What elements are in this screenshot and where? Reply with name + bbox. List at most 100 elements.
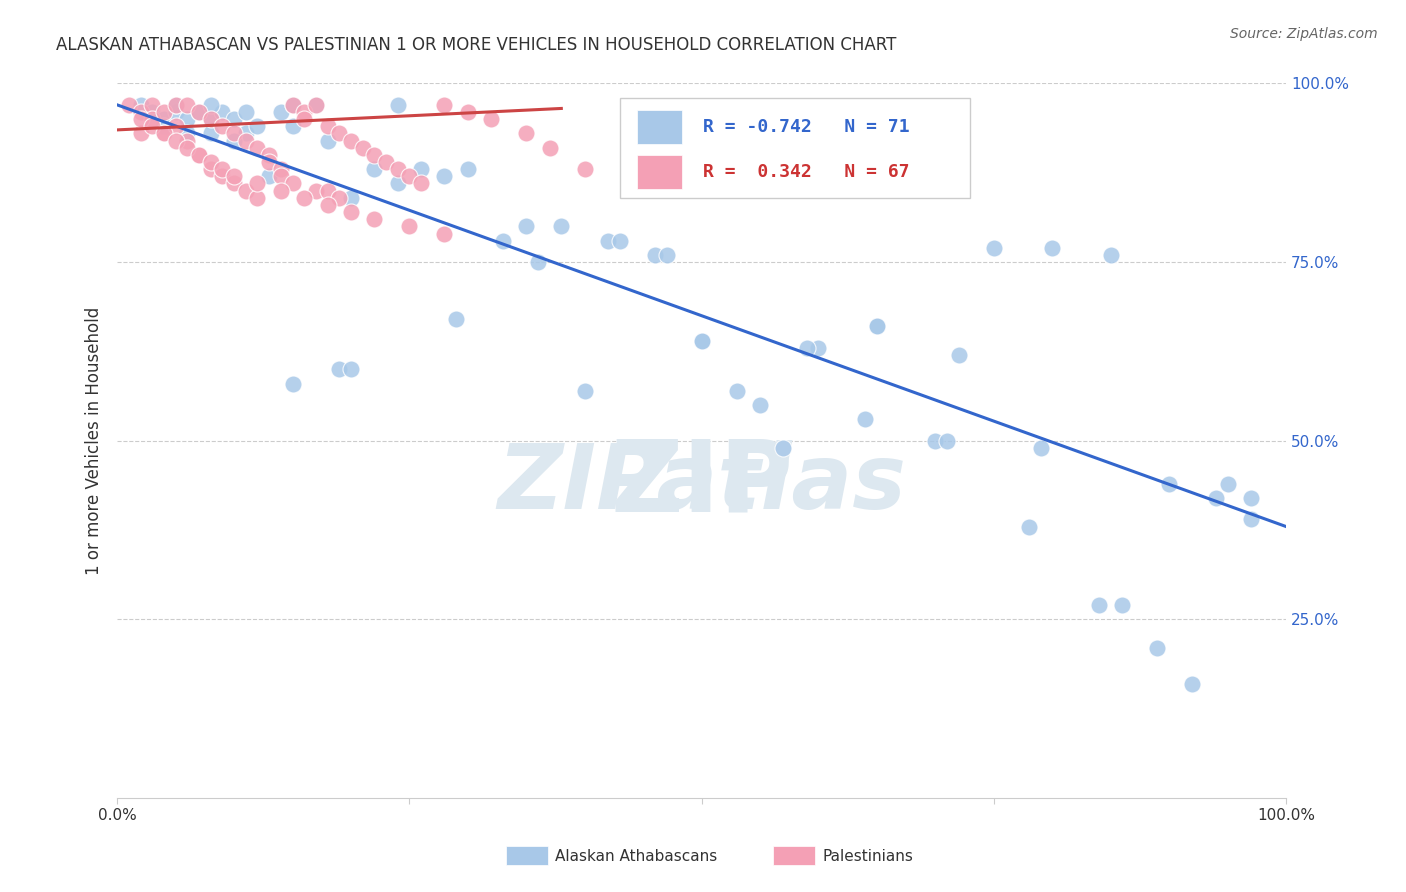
Point: [479, 112, 502, 127]
Point: [596, 234, 619, 248]
Point: [153, 105, 176, 120]
Point: [690, 334, 713, 348]
Point: [1205, 491, 1227, 505]
Point: [1216, 476, 1239, 491]
Point: [270, 162, 292, 177]
Point: [644, 248, 666, 262]
Point: [340, 362, 363, 376]
Point: [165, 105, 187, 120]
Point: [398, 169, 420, 184]
Point: [340, 205, 363, 219]
Point: [129, 112, 152, 127]
Point: [328, 127, 350, 141]
Point: [796, 341, 818, 355]
Point: [936, 434, 959, 448]
Point: [352, 141, 374, 155]
Point: [725, 384, 748, 398]
Point: [188, 148, 211, 162]
Point: [235, 134, 257, 148]
Point: [222, 134, 245, 148]
Point: [165, 98, 187, 112]
Point: [176, 141, 198, 155]
Point: [1099, 248, 1122, 262]
Point: [257, 169, 280, 184]
Point: [457, 105, 479, 120]
Point: [387, 162, 409, 177]
Point: [328, 362, 350, 376]
Point: [176, 134, 198, 148]
Point: [141, 98, 163, 112]
Point: [409, 162, 432, 177]
Point: [153, 120, 176, 134]
Point: [141, 105, 163, 120]
Bar: [637, 155, 682, 189]
Point: [655, 248, 678, 262]
Point: [305, 98, 328, 112]
Point: [948, 348, 970, 362]
Point: [340, 134, 363, 148]
Point: [270, 169, 292, 184]
Point: [457, 162, 479, 177]
Point: [1157, 476, 1180, 491]
Point: [176, 112, 198, 127]
Text: Source: ZipAtlas.com: Source: ZipAtlas.com: [1230, 27, 1378, 41]
Point: [235, 105, 257, 120]
Point: [281, 177, 304, 191]
Point: [118, 98, 141, 112]
Point: [292, 112, 315, 127]
Text: ZIP: ZIP: [610, 435, 793, 533]
Point: [340, 191, 363, 205]
Point: [1088, 598, 1111, 612]
Point: [257, 155, 280, 169]
Point: [807, 341, 830, 355]
Point: [444, 312, 467, 326]
Point: [222, 127, 245, 141]
Text: R =  0.342   N = 67: R = 0.342 N = 67: [703, 163, 910, 181]
Point: [176, 98, 198, 112]
Point: [574, 162, 596, 177]
Point: [222, 112, 245, 127]
Point: [165, 134, 187, 148]
Point: [690, 334, 713, 348]
Point: [363, 162, 385, 177]
Point: [1040, 241, 1063, 255]
Point: [433, 169, 456, 184]
Point: [538, 141, 561, 155]
Point: [270, 105, 292, 120]
Point: [165, 120, 187, 134]
Point: [1018, 519, 1040, 533]
Point: [574, 384, 596, 398]
Point: [433, 98, 456, 112]
Point: [200, 112, 222, 127]
Point: [129, 98, 152, 112]
Point: [316, 198, 339, 212]
Point: [281, 98, 304, 112]
Point: [200, 155, 222, 169]
Point: [363, 148, 385, 162]
Point: [527, 255, 550, 269]
Point: [129, 127, 152, 141]
Point: [387, 98, 409, 112]
Point: [866, 319, 889, 334]
Point: [200, 112, 222, 127]
Point: [1146, 640, 1168, 655]
Point: [281, 120, 304, 134]
Point: [246, 141, 269, 155]
Point: [153, 127, 176, 141]
Point: [1240, 512, 1263, 526]
Point: [515, 219, 537, 234]
Point: [281, 376, 304, 391]
Text: ZIPatlas: ZIPatlas: [498, 440, 905, 528]
Text: Alaskan Athabascans: Alaskan Athabascans: [555, 849, 717, 863]
Point: [257, 148, 280, 162]
Point: [235, 127, 257, 141]
Point: [550, 219, 572, 234]
Point: [281, 98, 304, 112]
Point: [211, 162, 233, 177]
Point: [211, 120, 233, 134]
Point: [1240, 491, 1263, 505]
Point: [363, 212, 385, 227]
Point: [749, 398, 772, 412]
Point: [200, 162, 222, 177]
Point: [211, 169, 233, 184]
